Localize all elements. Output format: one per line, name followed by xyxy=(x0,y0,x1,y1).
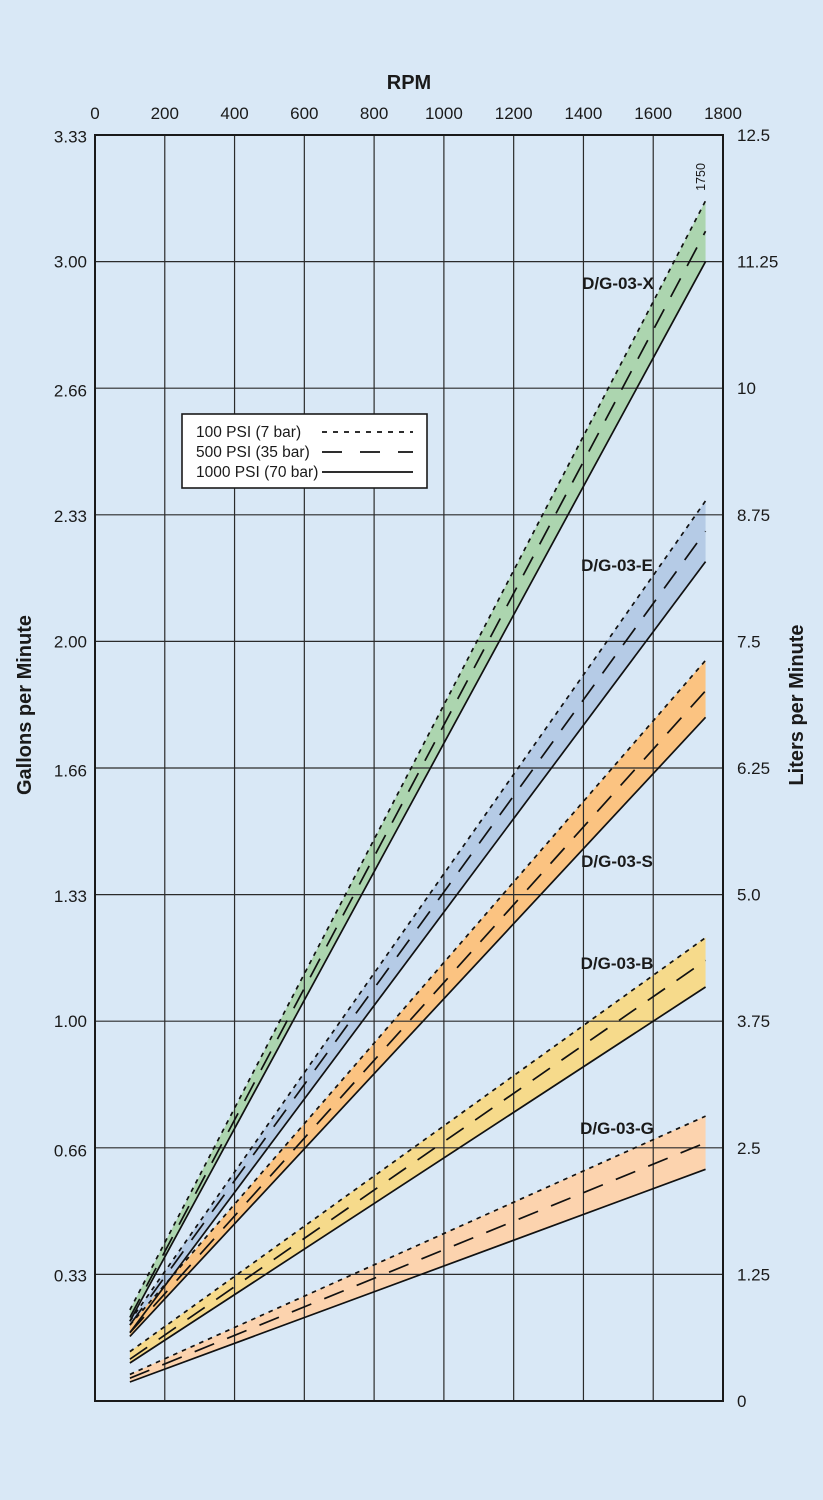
y-right-tick-label: 3.75 xyxy=(737,1012,770,1031)
y-left-tick-label: 3.33 xyxy=(54,127,87,146)
x-axis-title: RPM xyxy=(387,72,431,94)
tick-labels-layer: 0 200 400 600 800 1000 1200 1400 1600 1800 3.33 3.0… xyxy=(54,104,778,1411)
plot-border xyxy=(94,134,724,1402)
y-right-tick-label: 7.5 xyxy=(737,632,761,651)
y-left-tick-label: 0.66 xyxy=(54,1141,87,1160)
series-label: D/G-03-X xyxy=(582,274,654,293)
flow-bands-layer xyxy=(129,200,706,1383)
band-d-g-03-e xyxy=(129,500,706,1333)
y-axis-right-title: Liters per Minute xyxy=(786,624,808,785)
legend-label: 100 PSI (7 bar) xyxy=(196,424,301,441)
y-left-tick-label: 1.66 xyxy=(54,762,87,781)
band-d-g-03-g xyxy=(129,1116,706,1383)
y-right-tick-label: 0 xyxy=(737,1392,746,1411)
series-label: D/G-03-B xyxy=(581,954,654,973)
x-tick-label: 400 xyxy=(220,104,248,123)
x-tick-label: 800 xyxy=(360,104,388,123)
x-tick-label: 200 xyxy=(151,104,179,123)
band-d-g-03-x xyxy=(129,200,706,1322)
y-axis-left-title: Gallons per Minute xyxy=(14,615,36,795)
psi-500-line xyxy=(129,230,707,1318)
max-rpm-annotation: 1750 xyxy=(694,163,708,191)
psi-100-line xyxy=(129,936,707,1353)
psi-1000-line xyxy=(129,716,707,1338)
legend-label: 500 PSI (35 bar) xyxy=(196,444,310,461)
y-left-tick-label: 2.33 xyxy=(54,507,87,526)
x-tick-label: 600 xyxy=(290,104,318,123)
x-tick-label: 0 xyxy=(90,104,99,123)
legend-label: 1000 PSI (70 bar) xyxy=(196,464,318,481)
psi-100-line xyxy=(129,1115,706,1376)
psi-1000-line xyxy=(129,561,707,1334)
y-left-tick-label: 3.00 xyxy=(54,253,87,272)
psi-500-line xyxy=(129,959,707,1360)
series-label: D/G-03-S xyxy=(581,852,653,871)
psi-100-line xyxy=(129,200,707,1311)
series-label: D/G-03-G xyxy=(580,1119,654,1138)
y-left-tick-label: 0.33 xyxy=(54,1267,87,1286)
y-right-tick-label: 2.5 xyxy=(737,1139,761,1158)
y-right-tick-label: 6.25 xyxy=(737,759,770,778)
y-right-tick-label: 1.25 xyxy=(737,1265,770,1284)
grid-layer xyxy=(94,134,724,1402)
y-left-tick-label: 1.33 xyxy=(54,887,87,906)
psi-1000-line xyxy=(129,1168,706,1383)
x-tick-label: 1000 xyxy=(425,104,463,123)
legend-box: 100 PSI (7 bar) 500 PSI (35 bar) 1000 PSI … xyxy=(181,413,428,489)
y-right-tick-label: 10 xyxy=(737,379,756,398)
y-left-tick-label: 1.00 xyxy=(54,1012,87,1031)
band-d-g-03-s xyxy=(129,660,706,1337)
y-left-tick-label: 2.66 xyxy=(54,382,87,401)
series-labels-layer: D/G-03-X D/G-03-E D/G-03-S D/G-03-B D/G-03-G xyxy=(580,274,654,1138)
psi-500-line xyxy=(129,530,707,1326)
x-tick-label: 1200 xyxy=(495,104,533,123)
x-tick-label: 1400 xyxy=(565,104,603,123)
psi-500-line xyxy=(129,690,707,1334)
y-right-tick-label: 11.25 xyxy=(737,253,778,272)
y-left-tick-label: 2.00 xyxy=(54,632,87,651)
pressure-lines-layer xyxy=(129,200,707,1383)
psi-1000-line xyxy=(129,986,707,1364)
psi-100-line xyxy=(129,659,707,1326)
y-right-tick-label: 8.75 xyxy=(737,506,770,525)
x-tick-label: 1800 xyxy=(704,104,742,123)
y-right-tick-label: 5.0 xyxy=(737,886,761,905)
legend-frame xyxy=(181,413,428,489)
psi-1000-line xyxy=(129,261,707,1322)
series-label: D/G-03-E xyxy=(581,556,653,575)
x-tick-label: 1600 xyxy=(634,104,672,123)
y-right-tick-label: 12.5 xyxy=(737,126,770,145)
band-d-g-03-b xyxy=(129,937,706,1364)
